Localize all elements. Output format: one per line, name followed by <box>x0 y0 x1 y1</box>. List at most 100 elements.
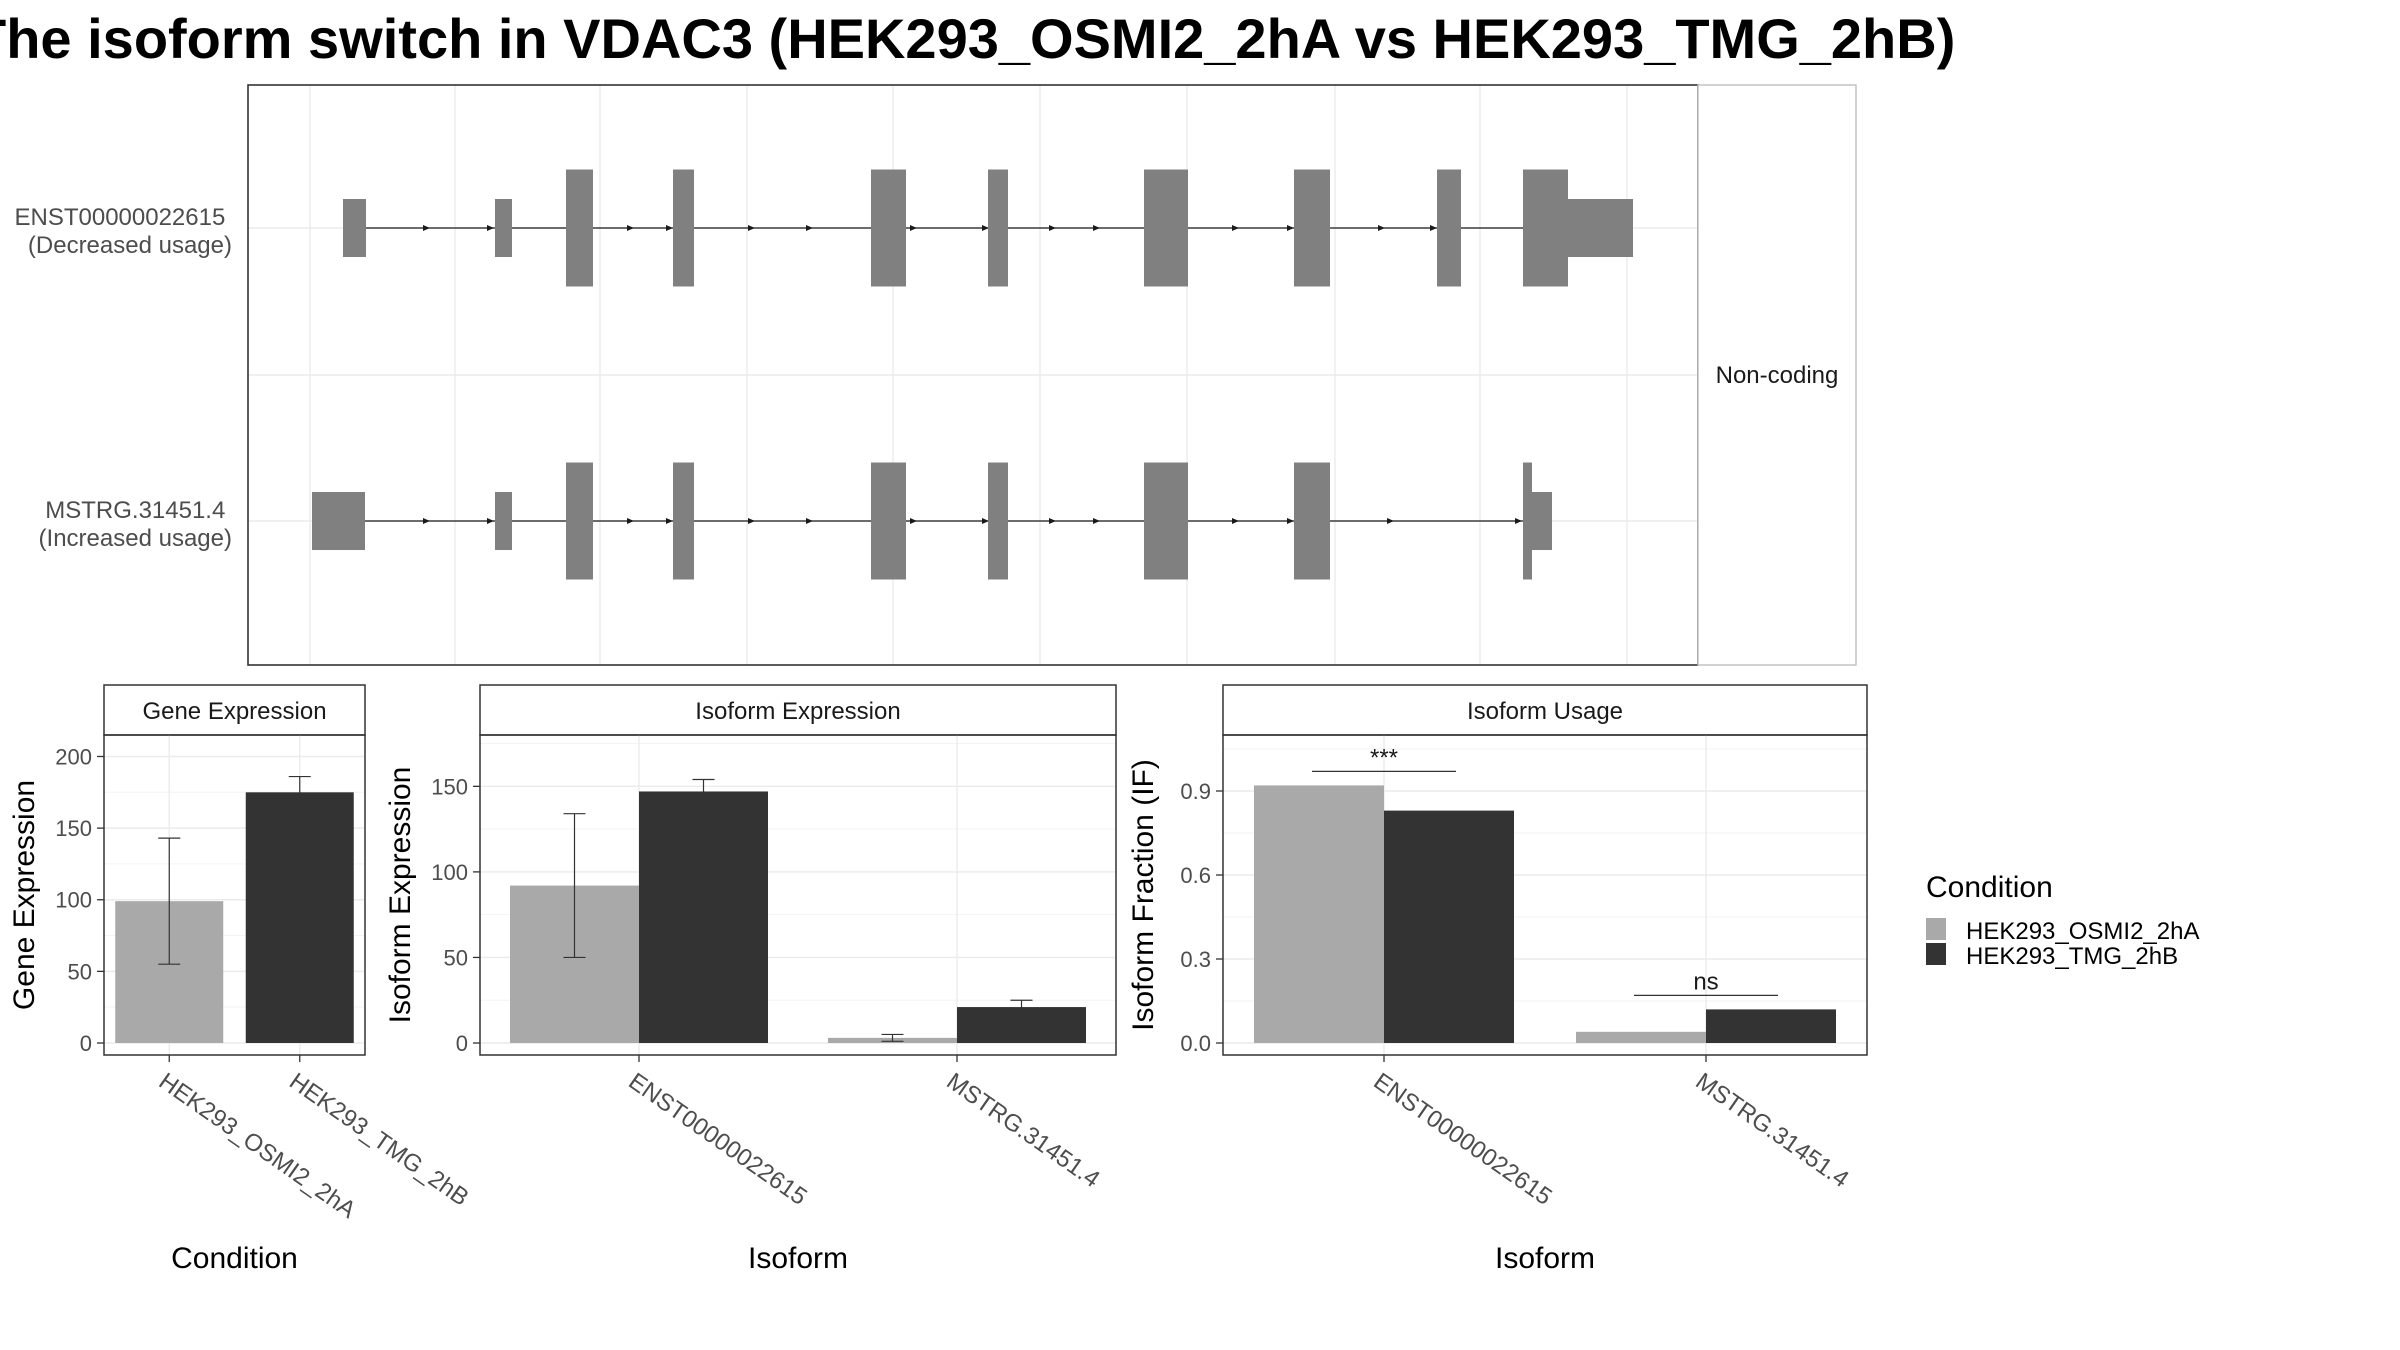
chart-strip-3 <box>1222 684 1868 736</box>
y-tick-label: 150 <box>55 816 92 841</box>
y-tick-label: 100 <box>55 888 92 913</box>
strand-arrow-MSTRG.31451.4-1 <box>487 518 494 524</box>
y-tick-label: 0 <box>80 1031 92 1056</box>
strand-arrow-MSTRG.31451.4-5 <box>806 518 813 524</box>
significance-label: *** <box>1370 744 1398 771</box>
y-tick-label: 100 <box>431 860 468 885</box>
y-tick-label: 0 <box>456 1031 468 1056</box>
y-tick-label: 0.9 <box>1180 779 1211 804</box>
transcript-label-2: MSTRG.31451.4 (Increased usage) <box>39 497 232 552</box>
transcript-label-1-usage: (Decreased usage) <box>28 232 232 259</box>
strand-arrow-MSTRG.31451.4-9 <box>1093 518 1100 524</box>
chart-strip-1 <box>103 684 366 736</box>
chart-strip-label: Isoform Usage <box>1467 698 1623 725</box>
exon-MSTRG.31451.4-6 <box>988 462 1008 580</box>
transcript-label-2-usage: (Increased usage) <box>39 525 232 552</box>
exon-ENST00000022615-2 <box>495 199 512 257</box>
chart-strip-label: Gene Expression <box>142 698 326 725</box>
strand-arrow-MSTRG.31451.4-7 <box>982 518 989 524</box>
strand-arrow-MSTRG.31451.4-0 <box>423 518 430 524</box>
exon-ENST00000022615-6 <box>988 169 1008 287</box>
exon-MSTRG.31451.4-3 <box>566 462 593 580</box>
x-axis-title: Condition <box>171 1242 298 1275</box>
exon-MSTRG.31451.4-5 <box>871 462 906 580</box>
strand-arrow-ENST00000022615-4 <box>748 225 755 231</box>
exon-ENST00000022615-10 <box>1523 169 1568 287</box>
x-axis-title: Isoform <box>1495 1242 1595 1275</box>
bar-HEK293_TMG_2hB <box>245 792 354 1043</box>
strand-arrow-ENST00000022615-10 <box>1232 225 1239 231</box>
chart-panel-border-1 <box>103 734 366 1056</box>
exon-ENST00000022615-11 <box>1568 199 1633 257</box>
strand-arrow-ENST00000022615-0 <box>423 225 430 231</box>
legend-swatch-1 <box>1926 918 1946 940</box>
exon-MSTRG.31451.4-7 <box>1144 462 1188 580</box>
exon-ENST00000022615-7 <box>1144 169 1188 287</box>
strand-arrow-MSTRG.31451.4-3 <box>666 518 673 524</box>
exon-ENST00000022615-3 <box>566 169 593 287</box>
strand-arrow-ENST00000022615-5 <box>806 225 813 231</box>
strand-arrow-MSTRG.31451.4-12 <box>1387 518 1394 524</box>
exon-MSTRG.31451.4-8 <box>1294 462 1330 580</box>
legend-swatch-2 <box>1926 943 1946 965</box>
chart-strip-2 <box>479 684 1117 736</box>
strand-arrow-MSTRG.31451.4-4 <box>748 518 755 524</box>
bar-ENST00000022615-HEK293_TMG_2hB <box>1384 810 1514 1043</box>
x-axis-title: Isoform <box>748 1242 848 1275</box>
y-tick-label: 200 <box>55 744 92 769</box>
strand-arrow-MSTRG.31451.4-8 <box>1049 518 1056 524</box>
bar-charts: Gene Expression050100150200HEK293_OSMI2_… <box>8 684 1868 1275</box>
y-tick-label: 50 <box>444 945 468 970</box>
bar-ENST00000022615-HEK293_OSMI2_2hA <box>1254 785 1384 1043</box>
strand-arrow-ENST00000022615-12 <box>1378 225 1385 231</box>
y-tick-label: 0.0 <box>1180 1031 1211 1056</box>
structure-facet-label: Non-coding <box>1716 362 1839 389</box>
legend-label-1: HEK293_OSMI2_2hA <box>1966 918 2199 945</box>
strand-arrow-ENST00000022615-9 <box>1093 225 1100 231</box>
significance-label: ns <box>1693 968 1718 995</box>
y-tick-label: 50 <box>68 959 92 984</box>
transcript-label-1-id: ENST00000022615 <box>14 204 225 231</box>
bar-MSTRG.31451.4-HEK293_OSMI2_2hA <box>1576 1031 1706 1043</box>
transcript-label-2-id: MSTRG.31451.4 <box>45 497 225 524</box>
strand-arrow-ENST00000022615-8 <box>1049 225 1056 231</box>
strand-arrow-ENST00000022615-2 <box>627 225 634 231</box>
exon-ENST00000022615-8 <box>1294 169 1330 287</box>
exon-ENST00000022615-9 <box>1437 169 1461 287</box>
transcript-label-1: ENST00000022615 (Decreased usage) <box>14 204 232 259</box>
strand-arrow-MSTRG.31451.4-10 <box>1232 518 1239 524</box>
strand-arrow-ENST00000022615-11 <box>1287 225 1294 231</box>
y-tick-label: 150 <box>431 774 468 799</box>
exon-MSTRG.31451.4-9 <box>1523 462 1532 580</box>
strand-arrow-ENST00000022615-1 <box>487 225 494 231</box>
chart-panel-border-3 <box>1222 734 1868 1056</box>
exon-ENST00000022615-5 <box>871 169 906 287</box>
bar-MSTRG.31451.4-HEK293_TMG_2hB <box>1706 1009 1836 1043</box>
figure-title: The isoform switch in VDAC3 (HEK293_OSMI… <box>0 7 1955 70</box>
y-tick-label: 0.3 <box>1180 947 1211 972</box>
exon-ENST00000022615-4 <box>673 169 694 287</box>
legend-label-2: HEK293_TMG_2hB <box>1966 943 2178 970</box>
strand-arrow-MSTRG.31451.4-11 <box>1287 518 1294 524</box>
chart-panel-border-2 <box>479 734 1117 1056</box>
strand-arrow-ENST00000022615-3 <box>666 225 673 231</box>
y-axis-title: Isoform Expression <box>384 767 417 1024</box>
legend-title: Condition <box>1926 871 2053 904</box>
structure-tracks <box>312 169 1633 580</box>
strand-arrow-MSTRG.31451.4-13 <box>1515 518 1522 524</box>
exon-MSTRG.31451.4-10 <box>1532 492 1552 550</box>
y-axis-title: Gene Expression <box>8 780 41 1010</box>
legend: Condition HEK293_OSMI2_2hA HEK293_TMG_2h… <box>1926 871 2199 970</box>
exon-MSTRG.31451.4-4 <box>673 462 694 580</box>
y-axis-title: Isoform Fraction (IF) <box>1127 759 1160 1031</box>
strand-arrow-ENST00000022615-13 <box>1430 225 1437 231</box>
strand-arrow-MSTRG.31451.4-2 <box>627 518 634 524</box>
strand-arrow-ENST00000022615-6 <box>910 225 917 231</box>
strand-arrow-MSTRG.31451.4-6 <box>910 518 917 524</box>
y-tick-label: 0.6 <box>1180 863 1211 888</box>
chart-strip-label: Isoform Expression <box>695 698 900 725</box>
strand-arrow-ENST00000022615-7 <box>982 225 989 231</box>
bar-ENST00000022615-HEK293_TMG_2hB <box>639 791 768 1043</box>
exon-MSTRG.31451.4-2 <box>495 492 512 550</box>
